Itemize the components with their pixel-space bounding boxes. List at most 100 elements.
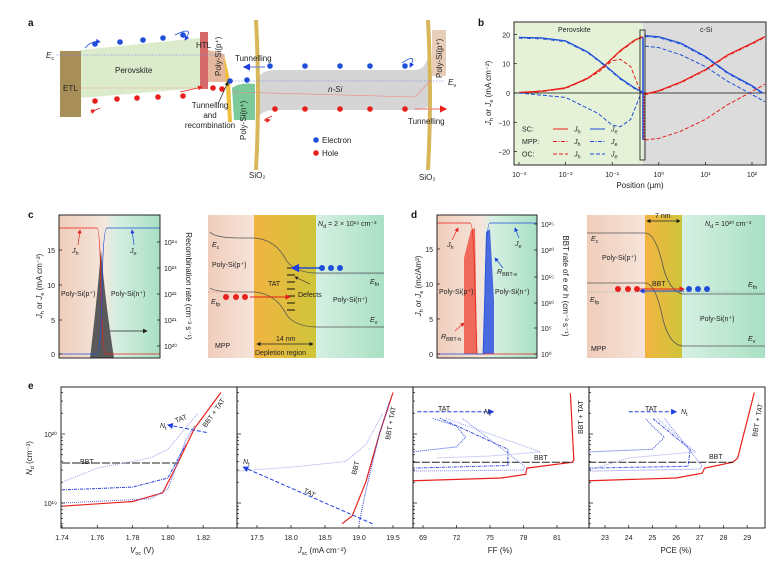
legend-jh: Jh: [573, 139, 581, 148]
tunnelling-right-label: Tunnelling: [408, 117, 445, 126]
electron-dot: [704, 286, 710, 292]
electron-dot: [244, 77, 250, 83]
ev-label: Ev: [448, 78, 456, 89]
x-tick-label: 1.82: [196, 535, 210, 542]
right-tick-label: 10²⁰: [164, 343, 177, 351]
jh-curve: [437, 222, 537, 355]
je-curve: [437, 222, 537, 355]
legend-condition: OC:: [522, 152, 535, 159]
series-line: [589, 417, 697, 471]
x-tick-label: 72: [453, 535, 461, 542]
electron-dot: [267, 63, 273, 69]
right-tick-label: 10²⁵: [541, 222, 554, 229]
hole-dot: [337, 106, 343, 112]
series-line: [242, 466, 373, 525]
c-ev-label: Ev: [370, 317, 378, 326]
series-line: [166, 423, 207, 433]
jh-label: Jh: [71, 248, 79, 257]
x-tick-label: 78: [520, 535, 528, 542]
e4-nt-label: Nt: [681, 409, 688, 418]
series-line: [413, 417, 467, 453]
hole-dot: [242, 294, 248, 300]
c-diag-n-label: Poly-Si(n⁺): [333, 297, 367, 304]
series-line: [413, 393, 575, 482]
electron-dot: [337, 265, 343, 271]
hole-dot: [92, 98, 98, 104]
sio2-left-label: SiO₂: [249, 171, 265, 180]
electron-dot: [402, 63, 408, 69]
region-n-label: Poly-Si(n⁺): [495, 289, 529, 296]
je-curve: [59, 227, 160, 355]
legend-condition: MPP:: [522, 139, 539, 146]
poly-si-n-label: Poly-Si(n⁺): [239, 100, 248, 140]
x-tick-label: 23: [601, 535, 609, 542]
legend-je: Je: [610, 139, 618, 148]
e-subplot-1-series: [61, 392, 222, 507]
tunnelling-recombination-label: Tunnelling and recombination: [185, 101, 235, 130]
c-efp-label: Efp: [211, 299, 220, 308]
series-line: [518, 36, 643, 94]
d-efn-label: Efn: [748, 282, 757, 291]
d-diag-p-label: Poly-Si(p⁺): [602, 255, 636, 262]
bbt-label: BBT: [652, 281, 666, 288]
x-tick-label: 69: [419, 535, 427, 542]
x-tick-label: 24: [625, 535, 633, 542]
panel-label-b: b: [478, 18, 484, 29]
poly-si-p-label: Poly-Si(p⁺): [214, 36, 223, 76]
series-line: [644, 36, 766, 96]
c-left-ylabel: Jh or Je (mA cm⁻²): [35, 253, 46, 319]
e-ylabel: Nd (cm⁻³): [25, 441, 36, 475]
panel-d-bbt: d Jh Je RBBT-h RBBT-e Poly-Si(p⁺) Poly-S…: [411, 210, 765, 359]
series-line: [518, 92, 642, 128]
depletion-region-label: Depletion region: [255, 350, 306, 357]
e1-nt-label: Nt: [160, 423, 167, 432]
series-line: [589, 417, 703, 472]
poly-si-p-right-label: Poly-Si(p⁺): [435, 38, 444, 78]
right-tick-label: 10²³: [164, 266, 177, 273]
region-perovskite: Perovskite: [558, 27, 591, 34]
c-ec-label: Ec: [212, 242, 220, 251]
hole-dot: [634, 286, 640, 292]
series-line: [358, 400, 391, 524]
poly-si-p-right-layer: [432, 30, 446, 76]
e-subplot-frame: [588, 386, 766, 529]
je-label: Je: [514, 241, 522, 250]
y-tick-label: −20: [498, 150, 510, 157]
series-line: [61, 425, 195, 504]
series-line: [644, 35, 766, 95]
series-line: [61, 392, 222, 507]
region-n-label: Poly-Si(n⁺): [111, 291, 145, 298]
panel-b-current-profile: b Perovskite c-Si −20 −10 0 10 20 10⁻³ 10⁻² 10⁻…: [478, 18, 767, 190]
electron-dot: [160, 35, 166, 41]
y-tick-label: 0: [506, 91, 510, 98]
e4-bbt-label: BBT: [709, 454, 723, 461]
y-tick-label: 20: [502, 32, 510, 39]
right-tick-label: 10²¹: [164, 318, 177, 325]
e2-bbt-label: BBT: [351, 460, 361, 476]
ec-label: Ec: [46, 51, 54, 62]
hole-dot: [625, 286, 631, 292]
x-tick-label: 29: [743, 535, 751, 542]
left-tick-label: 0: [51, 352, 55, 359]
hole-dot: [272, 106, 278, 112]
perovskite-layer: [80, 38, 200, 98]
sio2-right-label: SiO₂: [419, 173, 435, 182]
hole-dot: [367, 106, 373, 112]
e4-tat-label: TAT: [645, 406, 658, 413]
x-tick-label: 10⁰: [654, 171, 665, 179]
c-right-ylabel: Recombination rate (cm⁻³ s⁻¹): [184, 232, 193, 340]
c-mpp-label: MPP: [215, 343, 231, 350]
e2-nt-label: Nt: [243, 459, 250, 468]
series-line: [518, 36, 643, 93]
e4-bbt-tat-label: BBT + TAT: [752, 402, 765, 437]
panel-label-e: e: [28, 381, 34, 392]
d-nd-label: Nd = 10²⁰ cm⁻³: [705, 220, 752, 230]
series-line: [437, 417, 541, 459]
b-legend: SC: Jh Je MPP: Jh Je OC: Jh Je: [522, 127, 618, 161]
right-tick-label: 10⁰: [541, 351, 552, 359]
x-tick-label: 17.5: [250, 535, 264, 542]
left-tick-label: 5: [51, 318, 55, 325]
panel-c-tat: c Jh Je Poly-Si(p⁺) Poly-Si(n⁺) 0 5 10 15 10…: [28, 210, 384, 359]
hole-dot: [302, 106, 308, 112]
